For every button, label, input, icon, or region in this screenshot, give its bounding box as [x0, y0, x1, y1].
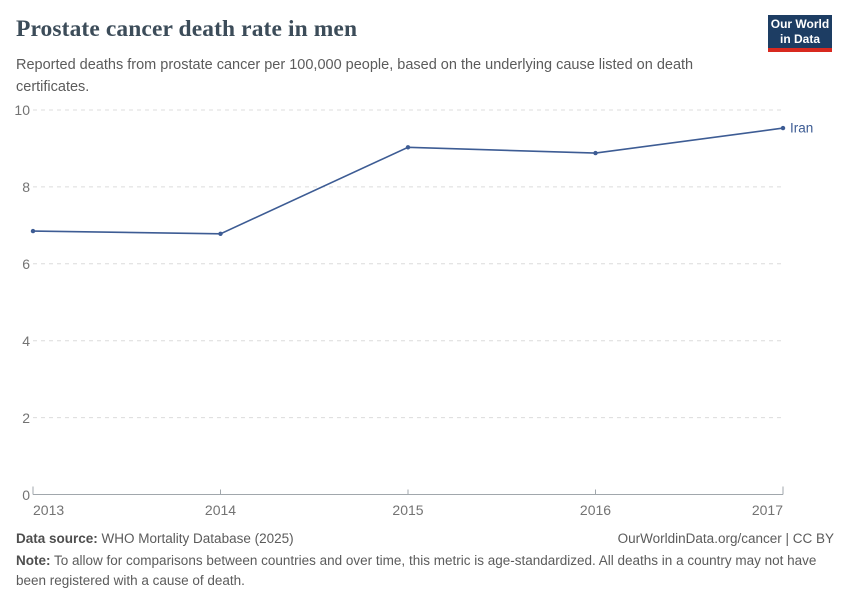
- series-end-label: Iran: [790, 121, 813, 136]
- chart-footer: Data source: WHO Mortality Database (202…: [16, 531, 834, 588]
- y-axis-tick-label: 4: [22, 332, 30, 349]
- data-source-row: Data source: WHO Mortality Database (202…: [16, 531, 834, 546]
- owid-logo: Our World in Data: [768, 15, 832, 52]
- x-axis-tick-label: 2013: [33, 502, 65, 518]
- data-source-label: Data source:: [16, 531, 98, 546]
- logo-line-2: in Data: [779, 31, 820, 46]
- data-point: [405, 145, 411, 150]
- x-axis-tick-label: 2016: [579, 502, 612, 518]
- data-point: [218, 231, 223, 236]
- attribution-text: OurWorldinData.org/cancer | CC BY: [617, 531, 834, 546]
- note-text: To allow for comparisons between countri…: [16, 553, 817, 588]
- note-row: Note: To allow for comparisons between c…: [16, 551, 834, 590]
- x-axis-tick-label: 2015: [392, 502, 424, 518]
- data-point: [30, 228, 36, 234]
- x-axis-tick-label: 2014: [204, 502, 237, 518]
- chart-subtitle: Reported deaths from prostate cancer per…: [16, 57, 694, 95]
- y-axis-tick-label: 0: [22, 486, 30, 503]
- data-line: [32, 127, 784, 235]
- y-axis-tick-label: 8: [22, 178, 30, 195]
- note-label: Note:: [16, 553, 51, 568]
- chart-title: Prostate cancer death rate in men: [16, 16, 358, 42]
- line-chart: Iran: [30, 109, 813, 495]
- data-source-text: Data source: WHO Mortality Database (202…: [16, 531, 294, 546]
- y-axis-tick-label: 6: [22, 255, 30, 272]
- y-axis-tick-label: 2: [22, 409, 30, 426]
- data-source-value: WHO Mortality Database (2025): [101, 531, 294, 546]
- data-point: [780, 125, 786, 131]
- data-point: [593, 150, 598, 156]
- y-axis-tick-label: 10: [14, 102, 30, 118]
- x-axis-tick-label: 2017: [751, 502, 783, 518]
- logo-line-1: Our World: [770, 16, 830, 31]
